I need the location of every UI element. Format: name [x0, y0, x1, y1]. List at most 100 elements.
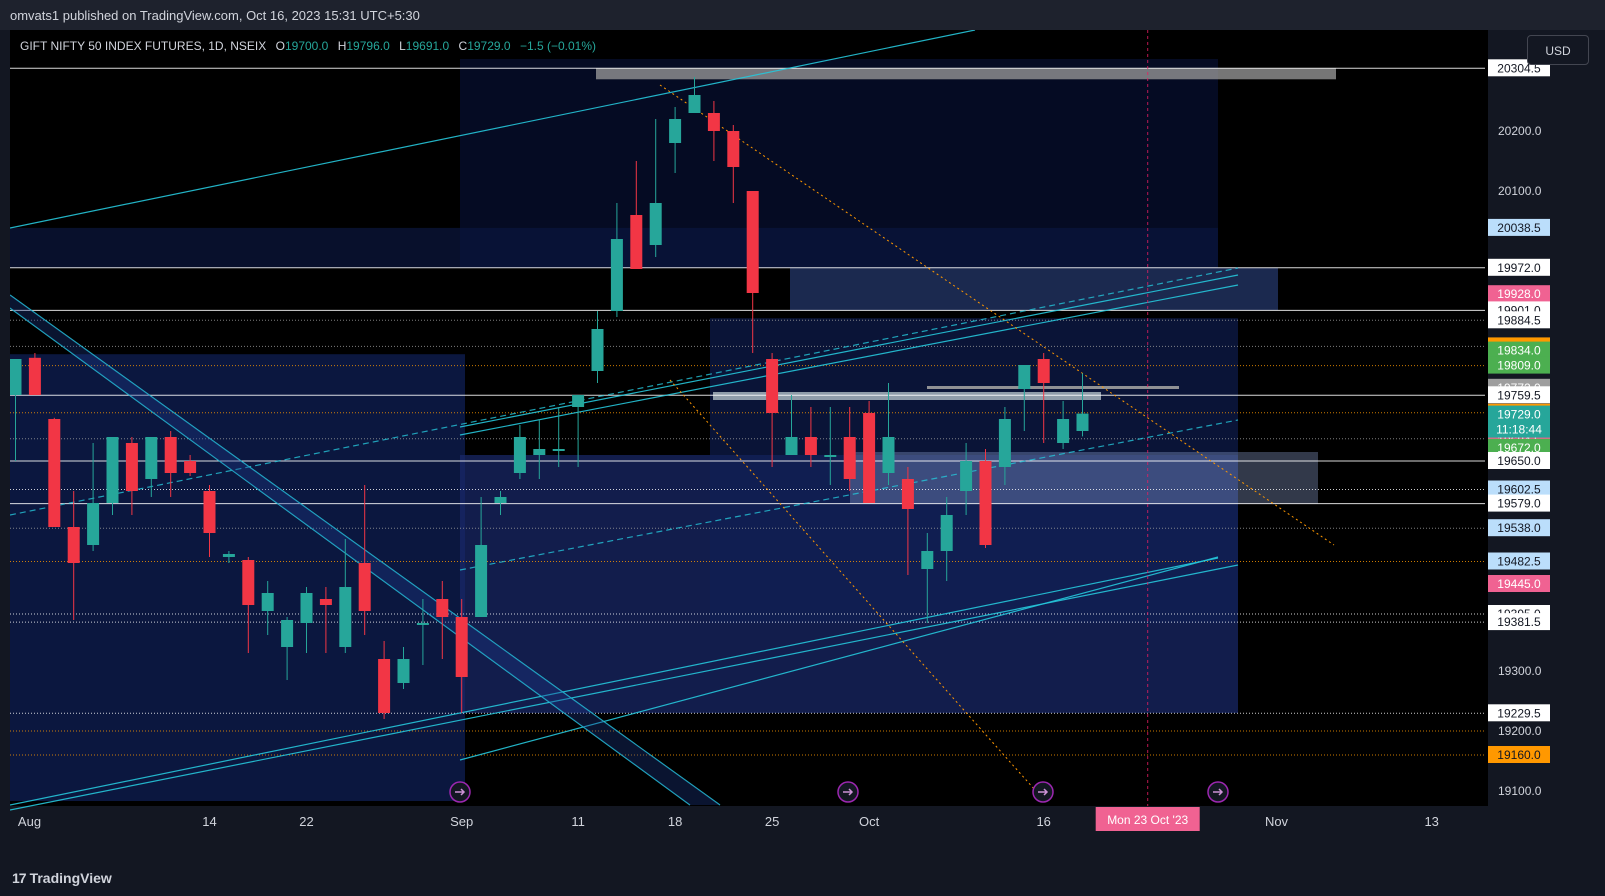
candle-body — [998, 419, 1011, 467]
price-label-bg — [1488, 575, 1550, 592]
price-label-bg — [1488, 386, 1550, 404]
candle-body — [591, 329, 604, 371]
price-label-bg — [1488, 285, 1550, 303]
price-label: 19381.5 — [1497, 615, 1541, 629]
time-axis — [10, 806, 1595, 860]
rising-channel-bottom — [459, 556, 1219, 761]
zone-top-area — [460, 59, 1218, 268]
candle-body — [804, 437, 817, 455]
candle-body — [533, 449, 546, 455]
candle-body — [125, 443, 138, 491]
event-marker-icon-glyph — [1213, 788, 1224, 796]
candle-body — [766, 359, 779, 413]
candle-body — [1076, 413, 1089, 431]
price-label-bg — [1488, 356, 1550, 374]
candle-body — [261, 593, 274, 611]
candle-body — [901, 479, 914, 509]
zone-support — [850, 452, 1318, 504]
candle-body — [785, 437, 798, 455]
candle-body — [339, 587, 352, 647]
candle-body — [669, 119, 682, 143]
crosshair-time-label: Mon 23 Oct '23 — [1107, 813, 1188, 827]
zone-resistance — [790, 267, 1278, 311]
rising-channel-top — [459, 274, 1239, 428]
candle-body — [358, 563, 371, 611]
legend-high-label: H — [337, 39, 347, 53]
candle-body — [106, 437, 119, 503]
candle-body — [746, 191, 759, 293]
price-label: 19482.5 — [1497, 555, 1541, 569]
candle-body — [513, 437, 526, 473]
price-label: 20038.5 — [1497, 221, 1541, 235]
candle-body — [863, 413, 876, 503]
publisher-line: omvats1 published on TradingView.com, Oc… — [10, 8, 420, 23]
price-label: 19602.5 — [1497, 483, 1541, 497]
candle-body — [552, 449, 565, 451]
x-tick-label: 16 — [1036, 814, 1050, 829]
candle-body — [184, 461, 197, 473]
small-range-bar — [927, 386, 1179, 389]
candle-body — [843, 437, 856, 479]
current-price-label-bg — [1488, 405, 1550, 438]
candle-body — [630, 215, 643, 269]
tradingview-brand: TradingView — [29, 870, 112, 886]
candle-body — [242, 560, 255, 605]
candle-body — [610, 239, 623, 311]
price-label: 19759.5 — [1497, 388, 1541, 402]
legend-change: −1.5 (−0.01%) — [519, 39, 596, 53]
price-label-bg — [1488, 341, 1550, 359]
mid-range-bar — [713, 392, 1101, 400]
channel-upper-top — [10, 30, 976, 229]
legend-low: 19691.0 — [405, 39, 450, 53]
price-label: 19672.0 — [1497, 441, 1541, 455]
candle-body — [319, 599, 332, 605]
candle-body — [1037, 359, 1050, 383]
candle-body — [707, 113, 720, 131]
price-label: 19160.0 — [1497, 748, 1541, 762]
event-marker-icon-glyph — [455, 788, 466, 796]
price-label-bg — [1488, 218, 1550, 236]
trendline-orange-down-2 — [669, 379, 1036, 791]
y-tick-label: 20100.0 — [1498, 184, 1542, 198]
candle-body — [1057, 419, 1070, 443]
currency-button[interactable]: USD — [1527, 35, 1589, 65]
price-label-bg — [1488, 519, 1550, 537]
x-tick-label: Nov — [1265, 814, 1289, 829]
price-label-bg — [1488, 704, 1550, 722]
event-marker-icon-glyph — [843, 788, 854, 796]
candle-body — [572, 395, 585, 407]
x-tick-label: 14 — [202, 814, 216, 829]
x-tick-label: 11 — [571, 814, 585, 829]
candle-body — [48, 419, 61, 527]
candle-body — [378, 659, 391, 713]
candle-body — [882, 437, 895, 473]
candle-body — [979, 461, 992, 545]
candle-body — [203, 491, 216, 533]
legend-open: 19700.0 — [284, 39, 329, 53]
price-label-bg — [1488, 452, 1550, 469]
candle-body — [475, 545, 488, 617]
top-range-bar — [596, 68, 1336, 80]
chart-area[interactable]: 20200.0 20100.0 19300.0 19200.0 19100.0 20304… — [10, 30, 1595, 860]
price-label-bg — [1488, 613, 1550, 631]
candles-group — [10, 77, 1089, 719]
candle-body — [281, 620, 294, 647]
candle-body — [940, 515, 953, 551]
price-label-bg — [1488, 311, 1550, 329]
candle-body — [145, 437, 158, 479]
legend-open-label: O — [275, 39, 285, 53]
price-label: 19884.5 — [1497, 313, 1541, 327]
price-label: 19834.0 — [1497, 344, 1541, 358]
candle-body — [921, 551, 934, 569]
tradingview-logo[interactable]: 17 TradingView — [12, 870, 112, 886]
ohlc-legend: GIFT NIFTY 50 INDEX FUTURES, 1D, NSEIX O… — [20, 39, 596, 53]
candle-body — [455, 617, 468, 677]
zone-left-lower — [10, 354, 465, 801]
price-label: 19579.0 — [1497, 497, 1541, 511]
tradingview-logo-icon: 17 — [12, 870, 27, 886]
publisher-bar: omvats1 published on TradingView.com, Oc… — [0, 0, 1605, 30]
candlestick-chart[interactable]: 20200.020100.019300.019200.019100.020304… — [10, 30, 1595, 860]
candle-body — [28, 357, 41, 395]
candle-body — [960, 461, 973, 491]
price-label: 19650.0 — [1497, 454, 1541, 468]
